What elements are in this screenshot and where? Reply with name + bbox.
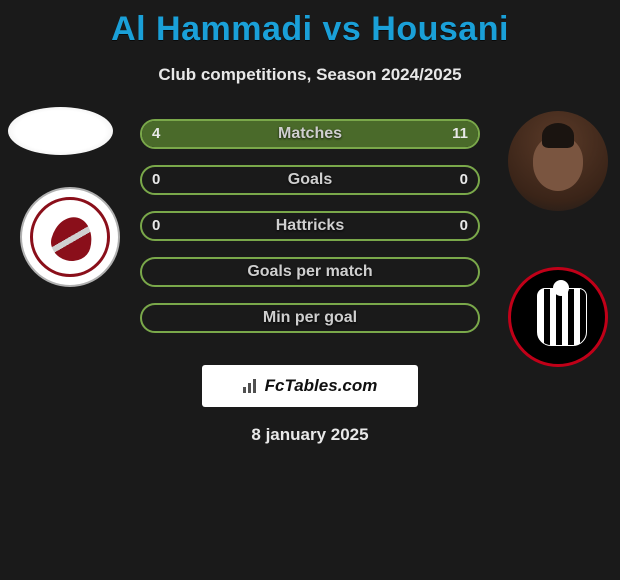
stat-bar: 4 Matches 11: [140, 119, 480, 149]
stat-bar: 0 Goals 0: [140, 165, 480, 195]
stat-label: Goals: [142, 167, 478, 193]
chart-icon: [243, 379, 261, 393]
stat-value-right: 0: [460, 167, 468, 193]
stat-label: Matches: [142, 121, 478, 147]
footer-date: 8 january 2025: [0, 425, 620, 445]
brand-text: FcTables.com: [265, 376, 378, 396]
stat-value-right: 0: [460, 213, 468, 239]
player-right-avatar: [508, 111, 608, 211]
stat-label: Goals per match: [142, 259, 478, 285]
stat-bar-list: 4 Matches 11 0 Goals 0 0 Hattricks 0 Goa…: [140, 119, 480, 349]
stat-bar: Goals per match: [140, 257, 480, 287]
subtitle: Club competitions, Season 2024/2025: [0, 65, 620, 85]
stat-label: Hattricks: [142, 213, 478, 239]
page-title: Al Hammadi vs Housani: [0, 0, 620, 49]
stat-bar: Min per goal: [140, 303, 480, 333]
stat-value-right: 11: [452, 121, 468, 147]
stats-area: 4 Matches 11 0 Goals 0 0 Hattricks 0 Goa…: [0, 119, 620, 349]
stat-bar: 0 Hattricks 0: [140, 211, 480, 241]
brand-box: FcTables.com: [202, 365, 418, 407]
stat-label: Min per goal: [142, 305, 478, 331]
player-left-avatar: [8, 107, 113, 155]
club-left-badge: [20, 187, 120, 287]
club-right-badge: [508, 267, 608, 367]
